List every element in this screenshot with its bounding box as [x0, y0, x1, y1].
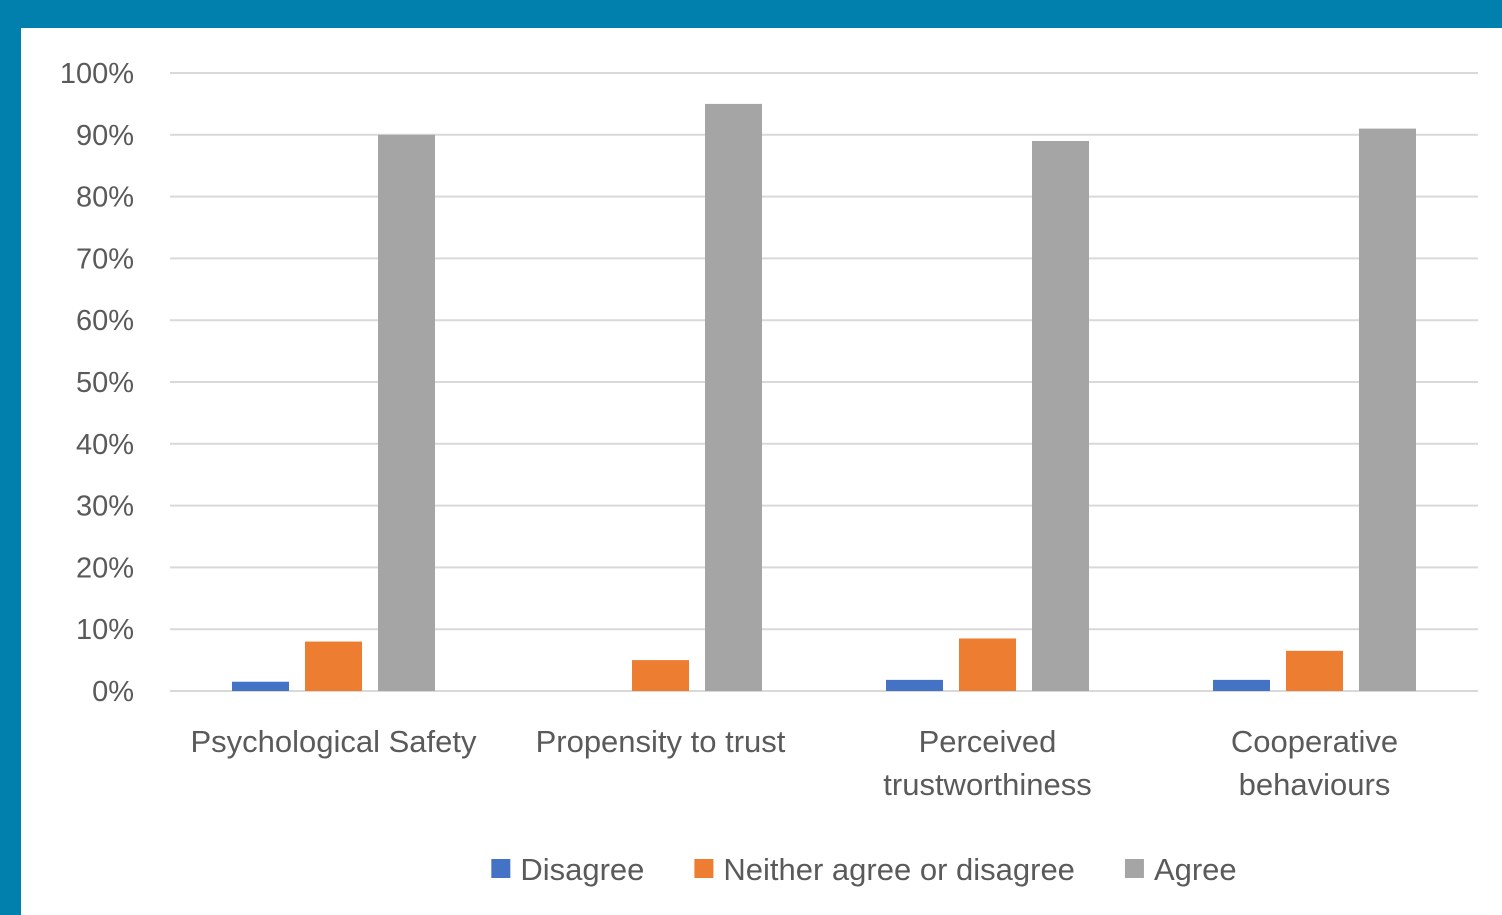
- x-axis-category-labels: Psychological Safety Propensity to trust P…: [190, 724, 1398, 802]
- legend-swatch: [491, 859, 511, 878]
- y-tick-label: 40%: [76, 429, 134, 461]
- y-tick-label: 70%: [76, 243, 134, 275]
- x-category-label: Propensity to trust: [536, 724, 786, 759]
- bar-neither-agree-or-disagree: [1286, 650, 1343, 691]
- bar-neither-agree-or-disagree: [632, 660, 689, 691]
- bar-agree: [705, 103, 762, 691]
- legend: Disagree Neither agree or disagree Agree: [491, 852, 1237, 887]
- bar-neither-agree-or-disagree: [305, 641, 362, 691]
- y-tick-label: 90%: [76, 120, 134, 152]
- bar-disagree: [1213, 679, 1270, 691]
- bar-disagree: [886, 679, 943, 691]
- y-tick-label: 100%: [60, 58, 134, 90]
- x-category-label: behaviours: [1239, 767, 1391, 802]
- bars: [232, 103, 1416, 692]
- x-category-label: Cooperative: [1231, 724, 1398, 759]
- bar-agree: [1359, 128, 1416, 691]
- bar-agree: [378, 134, 435, 692]
- legend-label: Neither agree or disagree: [723, 852, 1075, 887]
- legend-swatch: [1124, 859, 1144, 878]
- bar-neither-agree-or-disagree: [959, 638, 1016, 691]
- x-category-label: trustworthiness: [883, 767, 1091, 802]
- gridlines: [170, 72, 1478, 692]
- legend-label: Disagree: [520, 852, 644, 887]
- y-tick-label: 30%: [76, 491, 134, 523]
- legend-swatch: [694, 859, 714, 878]
- y-tick-label: 0%: [92, 676, 134, 708]
- bar-disagree: [232, 681, 289, 691]
- y-tick-label: 50%: [76, 367, 134, 399]
- y-axis-tick-labels: 0% 10% 20% 30% 40% 50% 60% 70% 80% 90% 100%: [60, 58, 134, 708]
- y-tick-label: 10%: [76, 614, 134, 646]
- y-tick-label: 20%: [76, 552, 134, 584]
- x-category-label: Psychological Safety: [190, 724, 477, 759]
- x-category-label: Perceived: [919, 724, 1057, 759]
- bar-agree: [1032, 140, 1089, 692]
- legend-label: Agree: [1154, 852, 1237, 887]
- y-tick-label: 80%: [76, 182, 134, 214]
- y-tick-label: 60%: [76, 305, 134, 337]
